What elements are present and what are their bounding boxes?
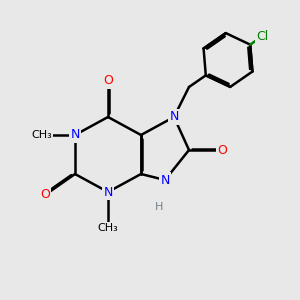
Text: N: N — [70, 128, 80, 142]
Text: N: N — [169, 110, 179, 124]
Text: N: N — [103, 185, 113, 199]
Text: O: O — [103, 74, 113, 88]
Text: CH₃: CH₃ — [32, 130, 52, 140]
Text: Cl: Cl — [256, 30, 269, 43]
Text: O: O — [217, 143, 227, 157]
Text: CH₃: CH₃ — [98, 223, 118, 233]
Text: H: H — [155, 202, 163, 212]
Text: O: O — [40, 188, 50, 202]
Text: N: N — [160, 173, 170, 187]
